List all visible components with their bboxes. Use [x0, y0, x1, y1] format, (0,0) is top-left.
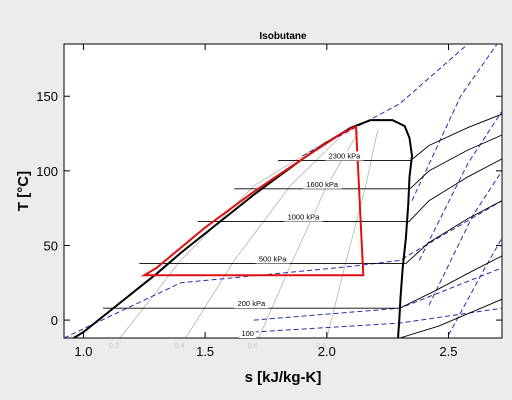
- quality-label-1: 0.4: [174, 341, 184, 350]
- x-tick-label-3: 2.5: [439, 344, 457, 359]
- axes-layer: 1.0 1.5 2.0 2.5 0 50 100 150: [36, 44, 502, 359]
- x-axis-label: s [kJ/kg-K]: [245, 369, 322, 386]
- refrigeration-cycle-line: [140, 125, 365, 277]
- isobar-label-1: 200 kPa: [238, 299, 266, 308]
- isobar-label-4: 1600 kPa: [306, 180, 339, 189]
- isobar-label-3: 1000 kPa: [288, 213, 321, 222]
- y-tick-label-2: 100: [36, 164, 58, 179]
- isobar-label-bg-4: [302, 179, 342, 189]
- chart-title: Isobutane: [259, 31, 307, 42]
- isobar-label-2: 500 kPa: [259, 254, 287, 263]
- cycle-layer: [140, 125, 365, 277]
- isobar-label-bg-3: [284, 212, 323, 222]
- isobar-line-2: [139, 200, 502, 264]
- isobar-label-0: 100: [241, 329, 254, 338]
- isobar-line-4: [234, 134, 502, 190]
- isenthalp-line-3: [411, 44, 498, 201]
- line-labels-layer: 100 200 kPa 500 kPa 1000 kPa 1600 kPa 2300 kP…: [109, 151, 364, 350]
- isobar-label-bg-5: [325, 151, 364, 161]
- x-tick-label-2: 2.0: [318, 344, 336, 359]
- isobar-label-bg-0: [239, 329, 257, 338]
- isobar-line-3: [197, 158, 502, 223]
- x-tick-label-1: 1.5: [196, 344, 214, 359]
- quality-label-3: 0.8: [316, 341, 326, 350]
- isobar-label-bg-2: [255, 254, 290, 264]
- x-tick-label-0: 1.0: [74, 344, 92, 359]
- y-axis-label: T [°C]: [15, 171, 32, 211]
- y-tick-label-0: 0: [51, 313, 58, 328]
- y-tick-label-1: 50: [44, 238, 58, 253]
- quality-label-2: 0.6: [247, 341, 257, 350]
- saturated-vapor-line: [370, 119, 414, 338]
- quality-label-0: 0.2: [109, 341, 119, 350]
- quality-line-3: [326, 129, 379, 338]
- isenthalp-line-4: [418, 110, 502, 261]
- isenthalp-line-6: [448, 237, 502, 336]
- isobar-label-bg-1: [234, 299, 269, 309]
- isobar-line-0: [95, 298, 502, 338]
- y-tick-label-3: 150: [36, 89, 58, 104]
- quality-line-1: [185, 137, 340, 338]
- isenthalp-line-0: [64, 200, 502, 338]
- isobar-lines-layer: [95, 113, 502, 338]
- isobar-line-1: [102, 255, 502, 309]
- isobar-label-5: 2300 kPa: [329, 151, 362, 160]
